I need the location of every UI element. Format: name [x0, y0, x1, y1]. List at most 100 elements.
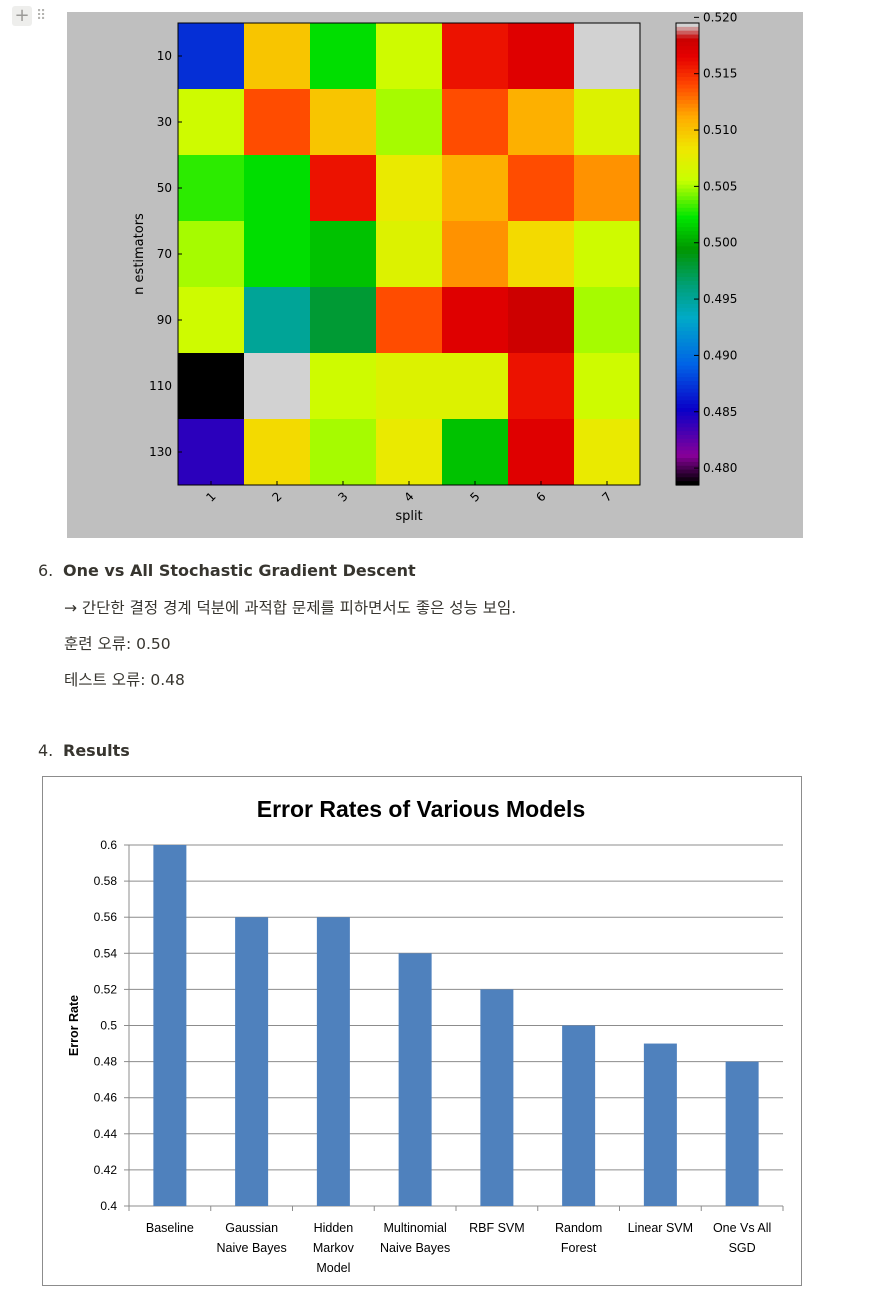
block-handle[interactable]: + ⠿ — [12, 6, 56, 26]
colorbar-tick-label: 0.520 — [703, 12, 737, 24]
colorbar-segment — [676, 461, 699, 467]
colorbar-segment — [676, 450, 699, 455]
heatmap-cell — [178, 89, 244, 155]
colorbar-segment — [676, 76, 699, 82]
add-block-icon[interactable]: + — [12, 6, 32, 26]
y-tick-label: 70 — [157, 247, 172, 261]
bar-chart: Error Rates of Various Models 0.4 0.42 0.44… — [67, 796, 784, 1275]
x-tick-label: 2 — [269, 489, 284, 504]
heatmap-cell — [178, 353, 244, 419]
colorbar-segment — [676, 165, 699, 170]
colorbar-segment — [676, 254, 699, 259]
heatmap-cell — [244, 353, 310, 419]
colorbar-segment — [676, 396, 699, 401]
heatmap-cell — [310, 287, 376, 353]
heatmap-cell — [178, 419, 244, 485]
colorbar-segment — [676, 311, 699, 317]
x-category-label: Model — [316, 1261, 350, 1275]
colorbar-segment — [676, 350, 699, 355]
heatmap-cell — [442, 221, 508, 287]
heatmap-chart: 10 30 50 70 90 110 130 1 2 3 4 5 6 7 split n estimators… — [132, 12, 737, 524]
y-tick-label: 0.48 — [94, 1055, 118, 1069]
heatmap-cell — [442, 419, 508, 485]
colorbar-segment — [676, 292, 699, 297]
colorbar-segment — [676, 150, 699, 155]
colorbar-segment — [676, 304, 699, 309]
colorbar-segment — [676, 415, 699, 421]
heatmap-cell — [574, 23, 640, 89]
heatmap-cell — [574, 221, 640, 287]
heatmap-cell — [244, 23, 310, 89]
x-tick-label: 1 — [203, 489, 218, 504]
x-tick-label: 3 — [335, 489, 350, 504]
colorbar-segment — [676, 111, 699, 116]
heatmap-cell — [178, 23, 244, 89]
colorbar-segment — [676, 250, 699, 255]
drag-handle-icon[interactable]: ⠿ — [36, 8, 46, 24]
colorbar-segment — [676, 369, 699, 374]
y-tick-label: 50 — [157, 181, 172, 195]
colorbar-segment — [676, 223, 699, 228]
chart-title: Error Rates of Various Models — [257, 796, 585, 822]
heatmap-cell — [310, 353, 376, 419]
heatmap-cell — [508, 89, 574, 155]
heatmap-cell — [574, 353, 640, 419]
colorbar-segment — [676, 57, 699, 63]
colorbar-segment — [676, 146, 699, 151]
y-tick-label: 0.54 — [94, 946, 118, 960]
colorbar-segment — [676, 188, 699, 193]
colorbar-segment — [676, 319, 699, 324]
y-tick-label: 90 — [157, 313, 172, 327]
heatmap-cell — [574, 287, 640, 353]
heatmap-cell — [574, 155, 640, 221]
colorbar-tick-label: 0.490 — [703, 348, 737, 362]
y-tick-label: 0.58 — [94, 874, 118, 888]
colorbar-segment — [676, 323, 699, 328]
heatmap-cell — [508, 419, 574, 485]
colorbar-segment — [676, 123, 699, 128]
colorbar-segment — [676, 196, 699, 201]
colorbar-segment — [676, 377, 699, 382]
section-title: One vs All Stochastic Gradient Descent — [63, 561, 416, 580]
colorbar-segment — [676, 427, 699, 432]
colorbar-segment — [676, 381, 699, 386]
colorbar-segment — [676, 423, 699, 428]
colorbar-segment — [676, 119, 699, 124]
colorbar-segment — [676, 327, 699, 332]
colorbar-segment — [676, 277, 699, 282]
colorbar-segment — [676, 307, 699, 313]
x-tick-label: 7 — [599, 489, 614, 504]
heatmap-cell — [376, 221, 442, 287]
heatmap-cell — [442, 155, 508, 221]
list-item-section-6: 6. One vs All Stochastic Gradient Descent — [38, 561, 416, 580]
colorbar-tick-label: 0.500 — [703, 236, 737, 250]
colorbar-segment — [676, 261, 699, 267]
colorbar-tick-label: 0.485 — [703, 405, 737, 419]
colorbar-segment — [676, 65, 699, 70]
colorbar-tick-label: 0.515 — [703, 67, 737, 81]
colorbar-tick-label: 0.480 — [703, 461, 737, 475]
colorbar-segment — [676, 230, 699, 236]
heatmap-figure: 10 30 50 70 90 110 130 1 2 3 4 5 6 7 split n estimators… — [67, 12, 803, 538]
colorbar-segment — [676, 103, 699, 109]
colorbar-segment — [676, 361, 699, 367]
colorbar-segment — [676, 30, 699, 36]
heatmap-cell — [244, 419, 310, 485]
test-error-text: 테스트 오류: 0.48 — [64, 671, 185, 689]
colorbar-segment — [676, 296, 699, 301]
heatmap-cell — [508, 23, 574, 89]
colorbar-segment — [676, 130, 699, 136]
heatmap-cell — [508, 287, 574, 353]
colorbar-segment — [676, 215, 699, 220]
x-category-label: SGD — [729, 1241, 756, 1255]
heatmap-cell — [310, 23, 376, 89]
heatmap-cell — [376, 155, 442, 221]
x-category-label: Markov — [313, 1241, 355, 1255]
heatmap-cell — [376, 89, 442, 155]
colorbar-segment — [676, 384, 699, 390]
colorbar-segment — [676, 219, 699, 224]
heatmap-cell — [442, 287, 508, 353]
heatmap-cell — [244, 221, 310, 287]
colorbar-segment — [676, 265, 699, 270]
x-tick-label: 4 — [401, 489, 416, 504]
